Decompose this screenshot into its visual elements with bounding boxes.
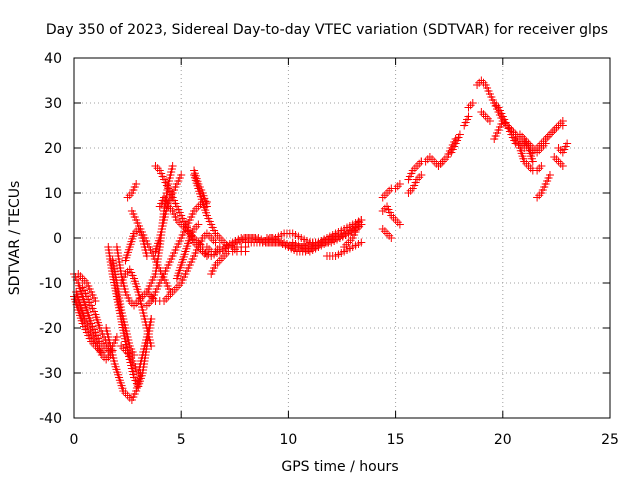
data-point [91,297,100,305]
x-tick-label: 15 [387,432,405,448]
series-arc-50 [550,153,567,170]
data-point [558,162,567,170]
data-point [132,180,141,188]
data-point [357,238,366,247]
x-tick-label: 20 [494,432,512,448]
data-point [455,130,464,139]
data-point [211,238,220,247]
x-tick-label: 5 [177,432,186,448]
y-tick-label: -40 [39,411,62,427]
series-arc-30 [322,238,366,260]
data-point [357,220,366,229]
y-tick-label: 20 [44,141,62,157]
series-arc-6 [102,324,145,404]
y-axis-label: SDTVAR / TECUs [7,181,23,296]
data-point [563,139,572,148]
series-arc-43 [477,108,494,125]
series-arc-48 [533,171,554,202]
series-arc-10 [117,265,156,350]
data-point [537,162,546,170]
y-tick-labels: -40 -30 -20 -10 0 10 20 30 40 [39,51,62,427]
series-arc-33 [378,202,404,229]
series-arc-12 [123,180,141,202]
data-point [545,171,554,179]
series-arc-40 [460,112,473,130]
data-point [417,171,426,179]
series-arc-34 [378,225,396,242]
series-arc-23 [207,243,250,278]
series-arc-46 [511,135,546,175]
data-point [528,157,537,166]
data-point [395,180,404,188]
series-arc-49 [541,117,567,143]
data-point [112,333,121,341]
series-arc-4 [74,270,100,305]
plot-frame [73,57,611,419]
series-arc-29 [305,216,366,247]
series-arc-39 [447,130,464,157]
x-tick-labels: 0 5 10 15 20 25 [70,432,619,448]
data-point [168,162,177,170]
y-tick-label: -30 [39,366,62,382]
data-point [468,99,477,107]
series-arc-20 [172,220,203,283]
y-tick-label: 30 [44,96,62,112]
series-arc-31 [340,220,366,251]
y-tick-label: 40 [44,51,62,67]
y-tick-label: -10 [39,276,62,292]
y-tick-label: 0 [53,231,62,247]
data-point [464,112,473,121]
series-arc-47 [520,135,537,166]
y-tick-label: 10 [44,186,62,202]
data-point [558,117,567,125]
x-tick-label: 0 [70,432,79,448]
data-point [485,117,494,125]
series-arc-1 [70,270,117,355]
series-arc-32 [378,180,404,202]
series-arc-19 [155,193,224,256]
x-tick-label: 10 [279,432,297,448]
x-tick-label: 25 [601,432,619,448]
data-point [194,220,203,229]
series-arc-41 [464,99,477,112]
y-tick-label: -20 [39,321,62,337]
data-point [177,171,186,179]
data-point [147,315,156,323]
data-point [395,220,404,229]
series-arc-13 [117,315,156,377]
series-arc-18 [142,229,220,305]
series-arc-51 [554,139,572,157]
data-points [70,76,572,404]
chart-title: Day 350 of 2023, Sidereal Day-to-day VTE… [46,22,608,38]
series-arc-36 [404,171,426,197]
series-arc-8 [108,256,139,359]
x-axis-label: GPS time / hours [281,459,398,475]
data-point [387,234,396,242]
